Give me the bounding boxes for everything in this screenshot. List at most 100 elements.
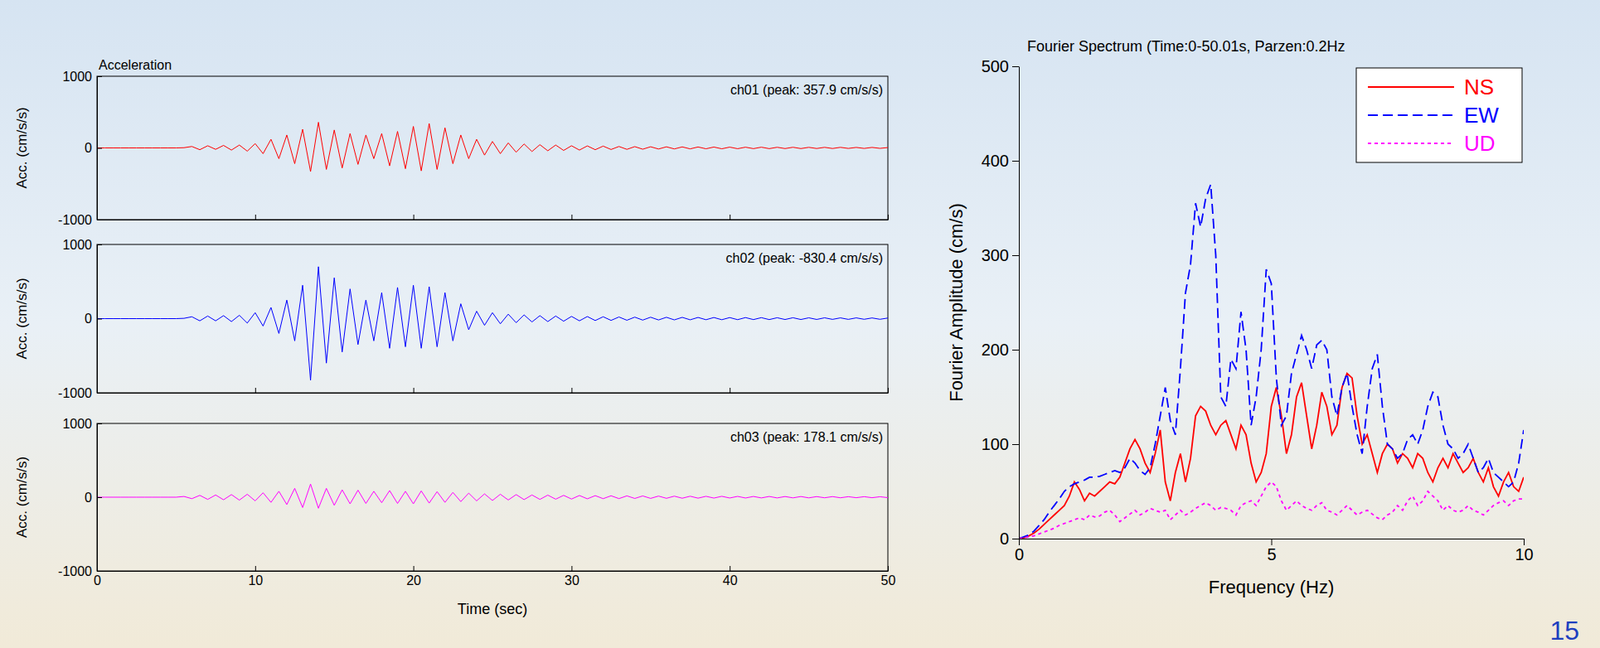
series-line (96, 266, 888, 381)
tick: 0 (84, 490, 102, 505)
tick: 30 (564, 566, 580, 588)
tick-label: -1000 (58, 564, 93, 579)
y-axis-title: Acc. (cm/s/s) (14, 456, 30, 539)
tick: 10 (247, 566, 263, 588)
tick: 500 (981, 57, 1019, 76)
tick: -1000 (58, 386, 102, 401)
tick-label: 30 (564, 573, 580, 588)
channel-annotation: ch03 (peak: 178.1 cm/s/s) (730, 430, 883, 445)
tick: 40 (722, 566, 738, 588)
tick (571, 214, 573, 220)
plot-frame (96, 244, 888, 393)
tick-label: 500 (981, 57, 1009, 76)
legend-label: EW (1464, 102, 1499, 128)
tick-mark (96, 214, 98, 220)
tick-label: 0 (1014, 545, 1024, 564)
tick-label: 200 (981, 340, 1009, 359)
y-axis-title: Acc. (cm/s/s) (14, 106, 30, 189)
tick-label: 10 (1514, 545, 1533, 564)
x-axis: 0 5 10 (1014, 538, 1534, 564)
tick-mark (571, 566, 573, 572)
tick-label: -1000 (58, 386, 93, 401)
tick-mark (729, 214, 731, 220)
chart-panel: 0 100 200 300 400 500 0 5 10 Fourier Spectrum (Ti… (945, 38, 1534, 598)
tick-mark (255, 566, 257, 572)
tick-label: 0 (999, 529, 1009, 548)
tick (96, 387, 98, 393)
tick-label: 40 (722, 573, 738, 588)
tick (729, 214, 731, 220)
tick-label: 50 (881, 573, 897, 588)
tick (729, 387, 731, 393)
x-axis-line (97, 219, 889, 221)
tick-mark (1012, 160, 1019, 162)
tick-mark (413, 387, 415, 393)
tick: 1000 (62, 237, 102, 253)
tick-mark (887, 387, 889, 393)
tick-mark (96, 319, 102, 320)
tick-label: 5 (1266, 545, 1276, 564)
tick (413, 214, 415, 220)
tick-mark (96, 244, 102, 246)
tick (255, 214, 257, 220)
tick-mark (1018, 538, 1020, 546)
legend-label: NS (1464, 74, 1494, 100)
tick-mark (255, 387, 257, 393)
series-line (1018, 482, 1524, 539)
x-axis-title: Time (sec) (457, 601, 528, 618)
tick: 400 (981, 151, 1019, 170)
legend: NSEWUD (1356, 67, 1523, 163)
plot-area (96, 266, 888, 381)
plot-area (1018, 184, 1524, 540)
tick-mark (1012, 255, 1019, 257)
page-number: 15 (1549, 615, 1580, 646)
tick: 10 (1514, 538, 1533, 564)
chart-title: Acceleration (98, 58, 172, 73)
series-line (1018, 373, 1524, 540)
tick-label: 300 (981, 246, 1009, 265)
plot-area (96, 484, 888, 509)
tick-mark (887, 214, 889, 220)
tick-label: 400 (981, 151, 1009, 170)
tick: 300 (981, 246, 1019, 265)
tick-mark (1012, 66, 1019, 68)
tick (413, 387, 415, 393)
tick-label: 1000 (62, 416, 93, 432)
slide-canvas: -100001000Accelerationch01 (peak: 357.9 … (0, 0, 1600, 648)
chart-panel: -10000100001020304050ch03 (peak: 178.1 c… (14, 416, 897, 618)
x-axis: 01020304050 (93, 566, 896, 588)
tick-mark (96, 497, 102, 499)
x-axis (97, 387, 889, 394)
chart-title: Fourier Spectrum (Time:0-50.01s, Parzen:… (1027, 38, 1345, 55)
tick: 100 (981, 435, 1019, 454)
channel-annotation: ch02 (peak: -830.4 cm/s/s) (726, 251, 883, 266)
tick-mark (255, 214, 257, 220)
legend-swatch (1367, 86, 1455, 88)
tick: 1000 (62, 416, 102, 432)
tick-mark (96, 387, 98, 393)
tick: 0 (84, 140, 102, 156)
tick-label: 0 (93, 573, 102, 588)
legend-swatch (1367, 114, 1455, 117)
y-axis: 0 100 200 300 400 500 (981, 57, 1020, 548)
tick-mark (96, 148, 102, 150)
series-line (96, 484, 888, 509)
chart-panel: -100001000ch02 (peak: -830.4 cm/s/s)Acc.… (14, 237, 889, 401)
tick-mark (1012, 538, 1019, 540)
x-axis-line (97, 392, 889, 394)
x-axis-title: Frequency (Hz) (1208, 576, 1335, 598)
legend-swatch (1367, 142, 1455, 145)
tick (96, 214, 98, 220)
tick-mark (96, 423, 102, 425)
tick-mark (729, 387, 731, 393)
tick-mark (1271, 538, 1273, 546)
channel-annotation: ch01 (peak: 357.9 cm/s/s) (730, 82, 883, 97)
series-line (1018, 184, 1524, 540)
y-axis-line (1018, 67, 1020, 540)
y-axis: -100001000 (58, 237, 102, 401)
tick: -1000 (58, 213, 102, 228)
y-axis-title: Fourier Amplitude (cm/s) (945, 203, 967, 403)
tick-mark (413, 566, 415, 572)
tick-label: 1000 (62, 69, 93, 84)
tick-mark (1012, 444, 1019, 446)
